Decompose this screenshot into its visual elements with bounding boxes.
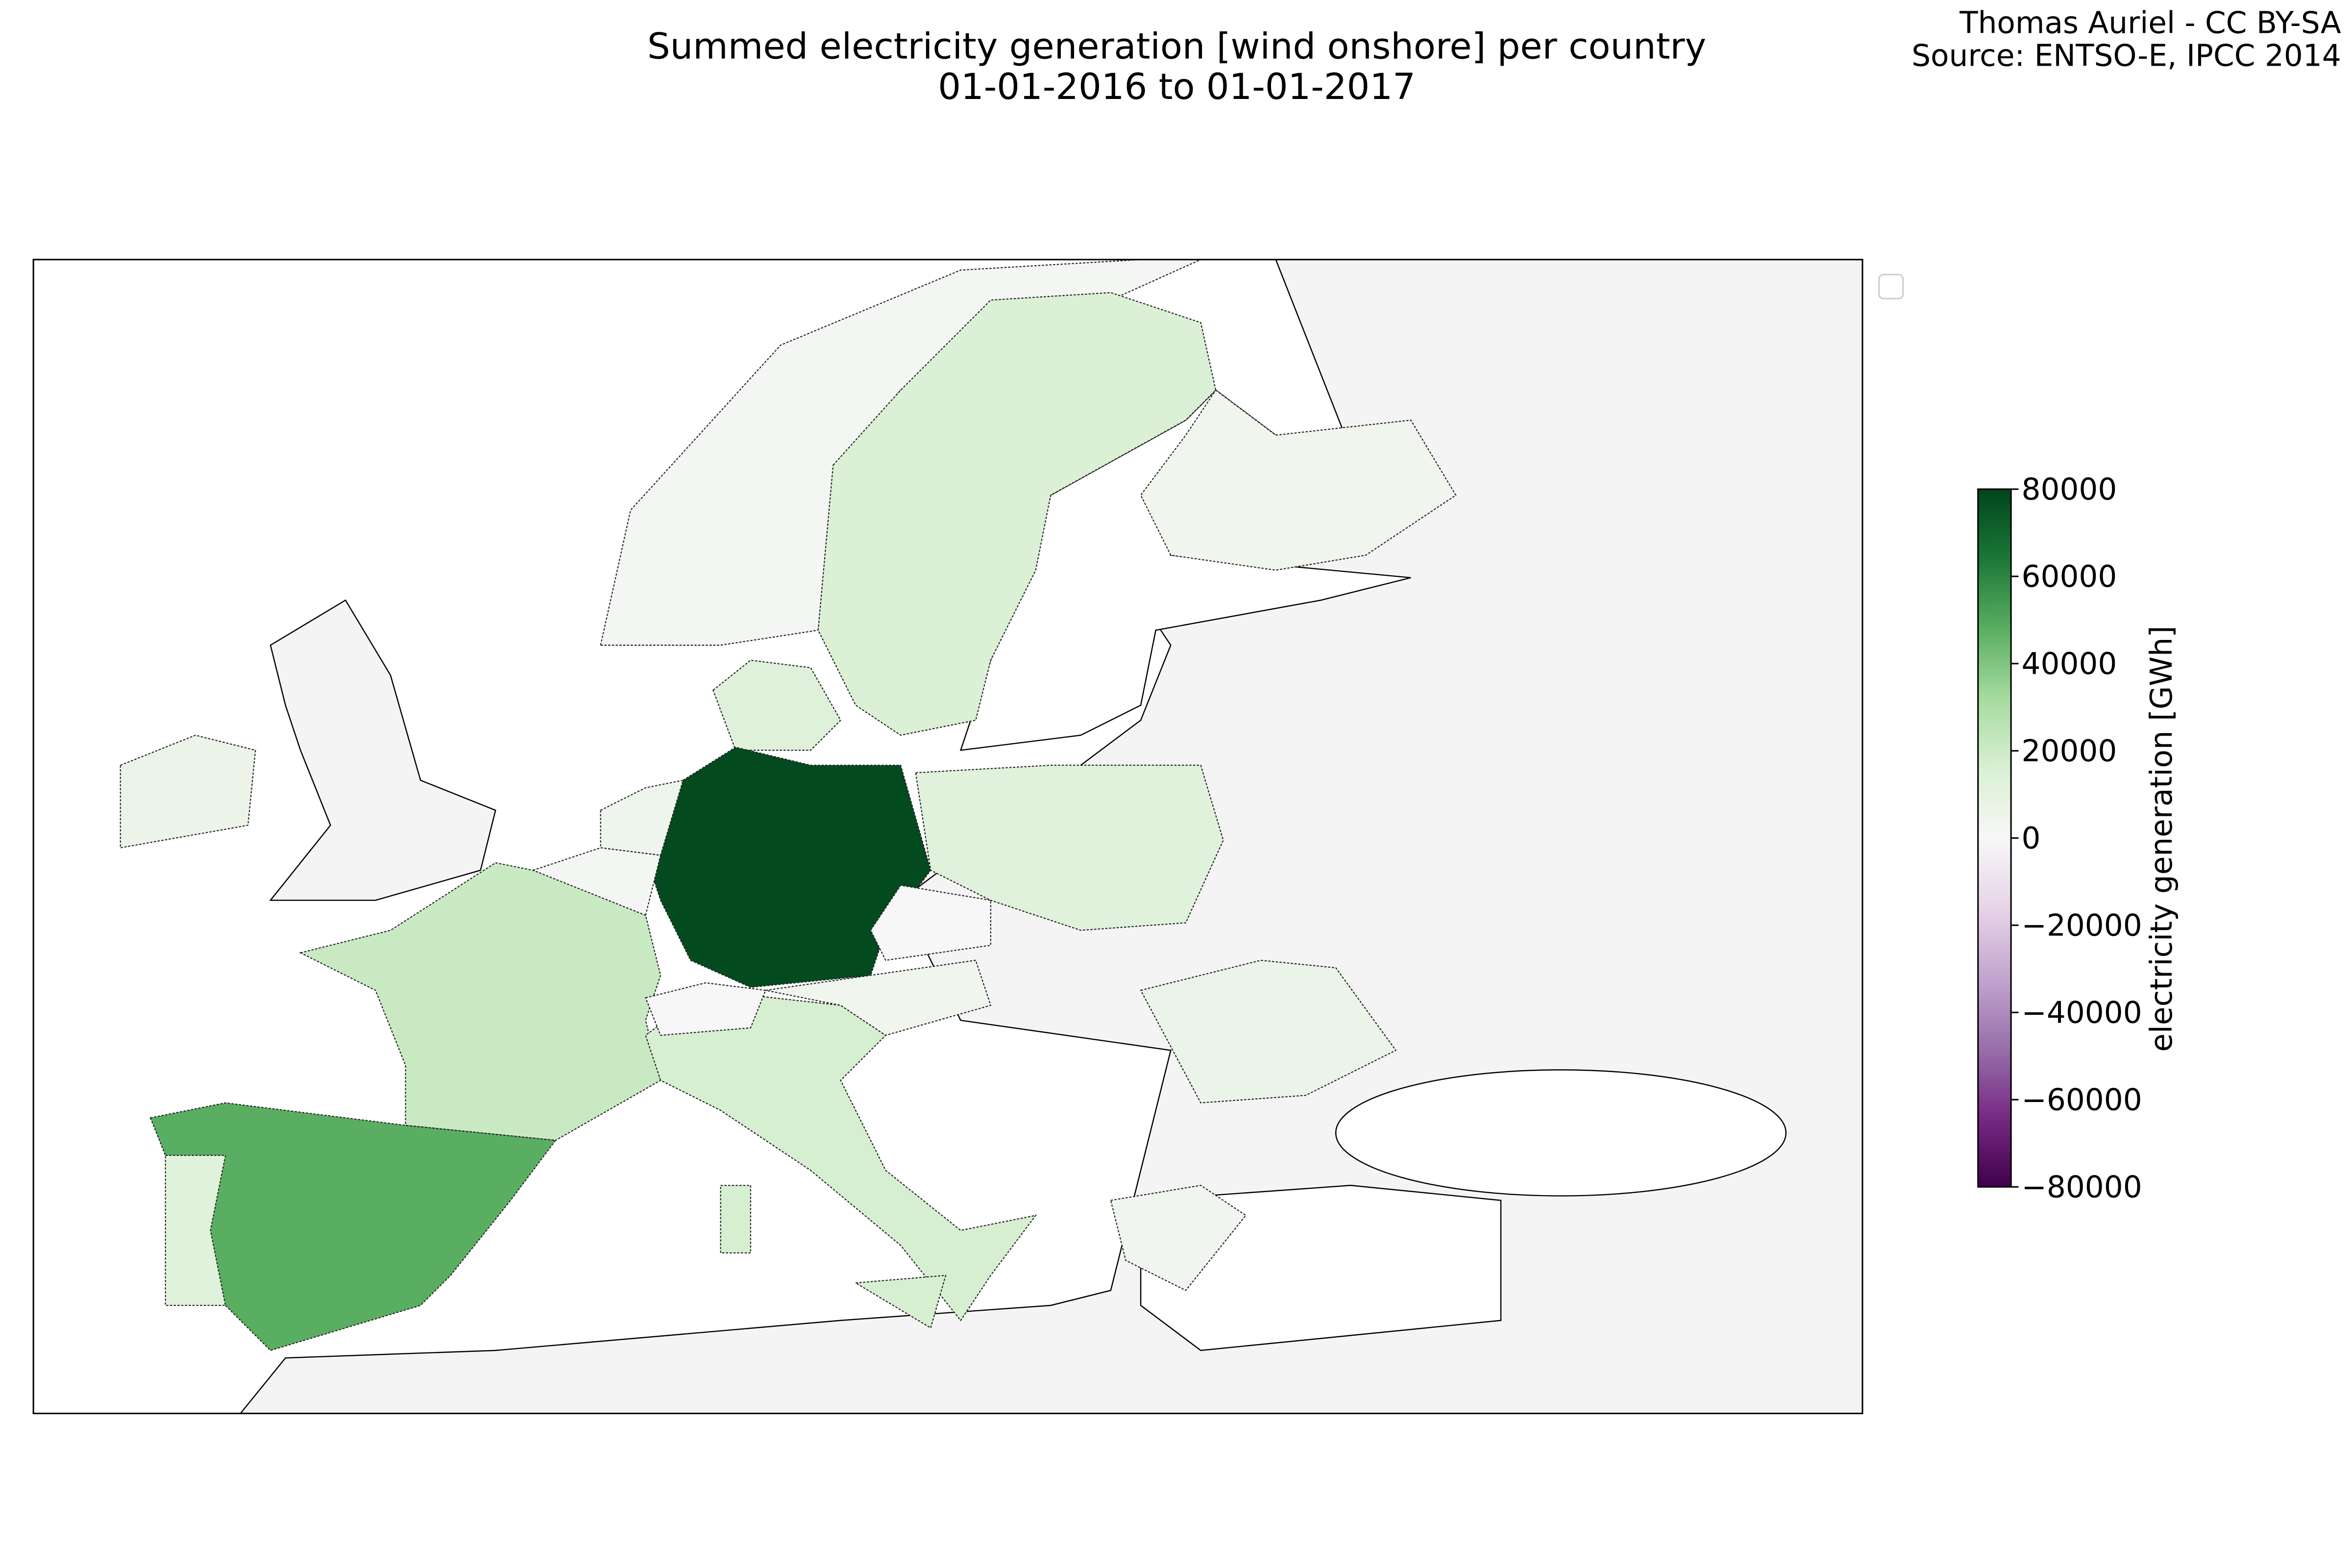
country (915, 764, 1224, 931)
country (645, 989, 1037, 1322)
attribution: Thomas Auriel - CC BY-SA (1959, 5, 2341, 40)
colorbar-tick-label: 60000 (2022, 560, 2117, 594)
country (870, 884, 991, 961)
country (165, 1154, 226, 1306)
country (720, 1185, 751, 1254)
country (645, 746, 931, 988)
country (1110, 1185, 1247, 1291)
black-sea (1335, 1069, 1787, 1197)
colorbar-tick-label: −20000 (2022, 908, 2142, 943)
colorbar-tick-label: −40000 (2022, 996, 2142, 1030)
colorbar-tick-label: 40000 (2022, 647, 2117, 682)
map-area (33, 259, 1862, 1414)
country (1140, 959, 1397, 1103)
country (765, 959, 992, 1036)
title: Summed electricity generation [wind onsh… (647, 25, 1706, 67)
map-frame (32, 259, 1863, 1415)
country (854, 1274, 947, 1329)
country (645, 982, 766, 1036)
country (299, 862, 662, 1141)
colorbar-label: electricity generation [GWh] (2144, 626, 2179, 1052)
country (600, 779, 684, 856)
country (1140, 389, 1457, 571)
country (149, 1102, 557, 1351)
country (120, 735, 256, 849)
colorbar-tick-label: −60000 (2022, 1083, 2142, 1118)
country (817, 292, 1217, 736)
subtitle: 01-01-2016 to 01-01-2017 (938, 66, 1416, 108)
colorbar-tick-label: 80000 (2022, 472, 2117, 507)
colorbar (1977, 488, 2012, 1188)
colorbar-tick-label: 0 (2022, 821, 2041, 856)
legend-box (1878, 273, 1904, 299)
colorbar-tick-label: −80000 (2022, 1170, 2142, 1205)
colorbar-tick-label: 20000 (2022, 734, 2117, 769)
land-no-data (269, 599, 496, 901)
attribution: Source: ENTSO-E, IPCC 2014 (1911, 39, 2341, 74)
